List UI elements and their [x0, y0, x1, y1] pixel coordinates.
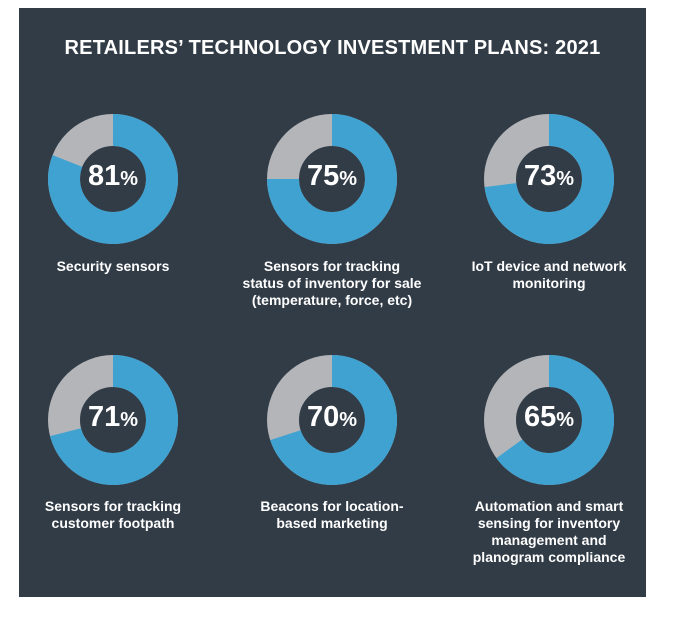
label-line: status of inventory for sale [242, 275, 422, 291]
donut-value-label: 71% [43, 401, 183, 434]
label-line: Sensors for tracking [263, 258, 401, 274]
label-line: management and [491, 532, 607, 548]
percent-sign: % [339, 409, 358, 431]
infographic-panel: RETAILERS’ TECHNOLOGY INVESTMENT PLANS: … [19, 8, 646, 597]
donut-value-slice [270, 355, 397, 485]
label-line: Beacons for location- [260, 498, 404, 514]
label-line: Sensors for tracking [44, 498, 182, 514]
label-line: Security sensors [56, 258, 170, 274]
donut-1 [48, 114, 178, 244]
percent-sign: % [556, 168, 575, 190]
donut-value-label: 65% [479, 401, 619, 434]
percent-sign: % [120, 168, 139, 190]
label-line: planogram compliance [472, 549, 626, 565]
value-number: 70 [306, 401, 340, 433]
donut-category-label: Sensors for tracking customer footpath [8, 498, 218, 532]
label-line: sensing for inventory [477, 515, 621, 531]
percent-sign: % [556, 409, 575, 431]
donut-value-label: 70% [262, 401, 402, 434]
donut-value-label: 81% [43, 160, 183, 193]
donut-value-slice [496, 355, 614, 485]
donut-category-label: Automation and smart sensing for inventor… [444, 498, 654, 566]
percent-sign: % [120, 409, 139, 431]
label-line: based marketing [276, 515, 388, 531]
donut-4 [48, 355, 178, 485]
donut-5 [267, 355, 397, 485]
label-line: customer footpath [51, 515, 175, 531]
donut-value-slice [50, 355, 178, 485]
donut-value-slice [484, 114, 614, 244]
donut-category-label: Sensors for tracking status of inventory … [227, 258, 437, 309]
donut-2 [267, 114, 397, 244]
value-number: 71 [87, 401, 121, 433]
label-line: monitoring [512, 275, 586, 291]
donut-category-label: IoT device and network monitoring [444, 258, 654, 292]
donut-category-label: Beacons for location-based marketing [227, 498, 437, 532]
donut-charts [48, 114, 614, 485]
donut-value-label: 75% [262, 160, 402, 193]
donut-value-label: 73% [479, 160, 619, 193]
donut-3 [484, 114, 614, 244]
donut-6 [484, 355, 614, 485]
value-number: 73 [523, 160, 557, 192]
label-line: Automation and smart [474, 498, 624, 514]
value-number: 65 [523, 401, 557, 433]
value-number: 75 [306, 160, 340, 192]
donut-category-label: Security sensors [8, 258, 218, 275]
label-line: (temperature, force, etc) [251, 292, 413, 308]
percent-sign: % [339, 168, 358, 190]
donut-value-slice [48, 114, 178, 244]
chart-title: RETAILERS’ TECHNOLOGY INVESTMENT PLANS: … [64, 37, 601, 59]
label-line: IoT device and network [471, 258, 627, 274]
value-number: 81 [87, 160, 121, 192]
donut-value-slice [267, 114, 397, 244]
